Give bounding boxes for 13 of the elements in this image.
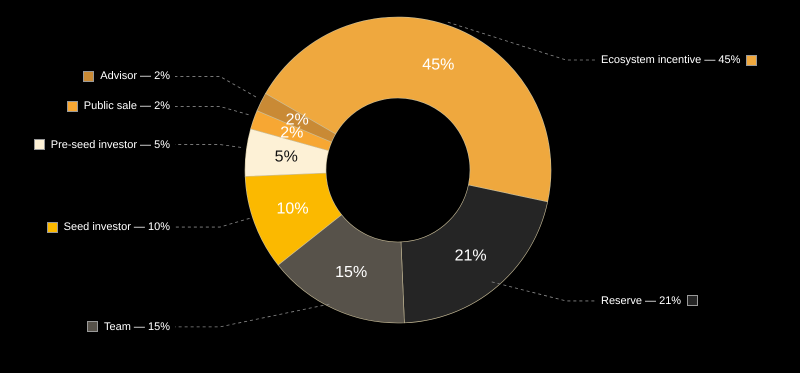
legend-label: Team — 15% — [104, 320, 170, 333]
data-label: 2% — [280, 124, 304, 142]
legend-label: Seed investor — 10% — [64, 221, 170, 234]
data-label: 5% — [274, 148, 298, 166]
legend-label: Advisor — 2% — [100, 70, 170, 82]
legend-label: Pre-seed investor — 5% — [50, 138, 170, 151]
data-label: 15% — [335, 264, 368, 281]
slice-label: Reserve — 21% — [601, 294, 682, 307]
legend-label: Public sale — 2% — [84, 100, 170, 112]
slice-label: Ecosystem incentive — 45% — [601, 54, 740, 66]
data-label: 21% — [454, 247, 487, 264]
data-label: 45% — [422, 56, 454, 74]
data-label: 10% — [276, 200, 309, 218]
